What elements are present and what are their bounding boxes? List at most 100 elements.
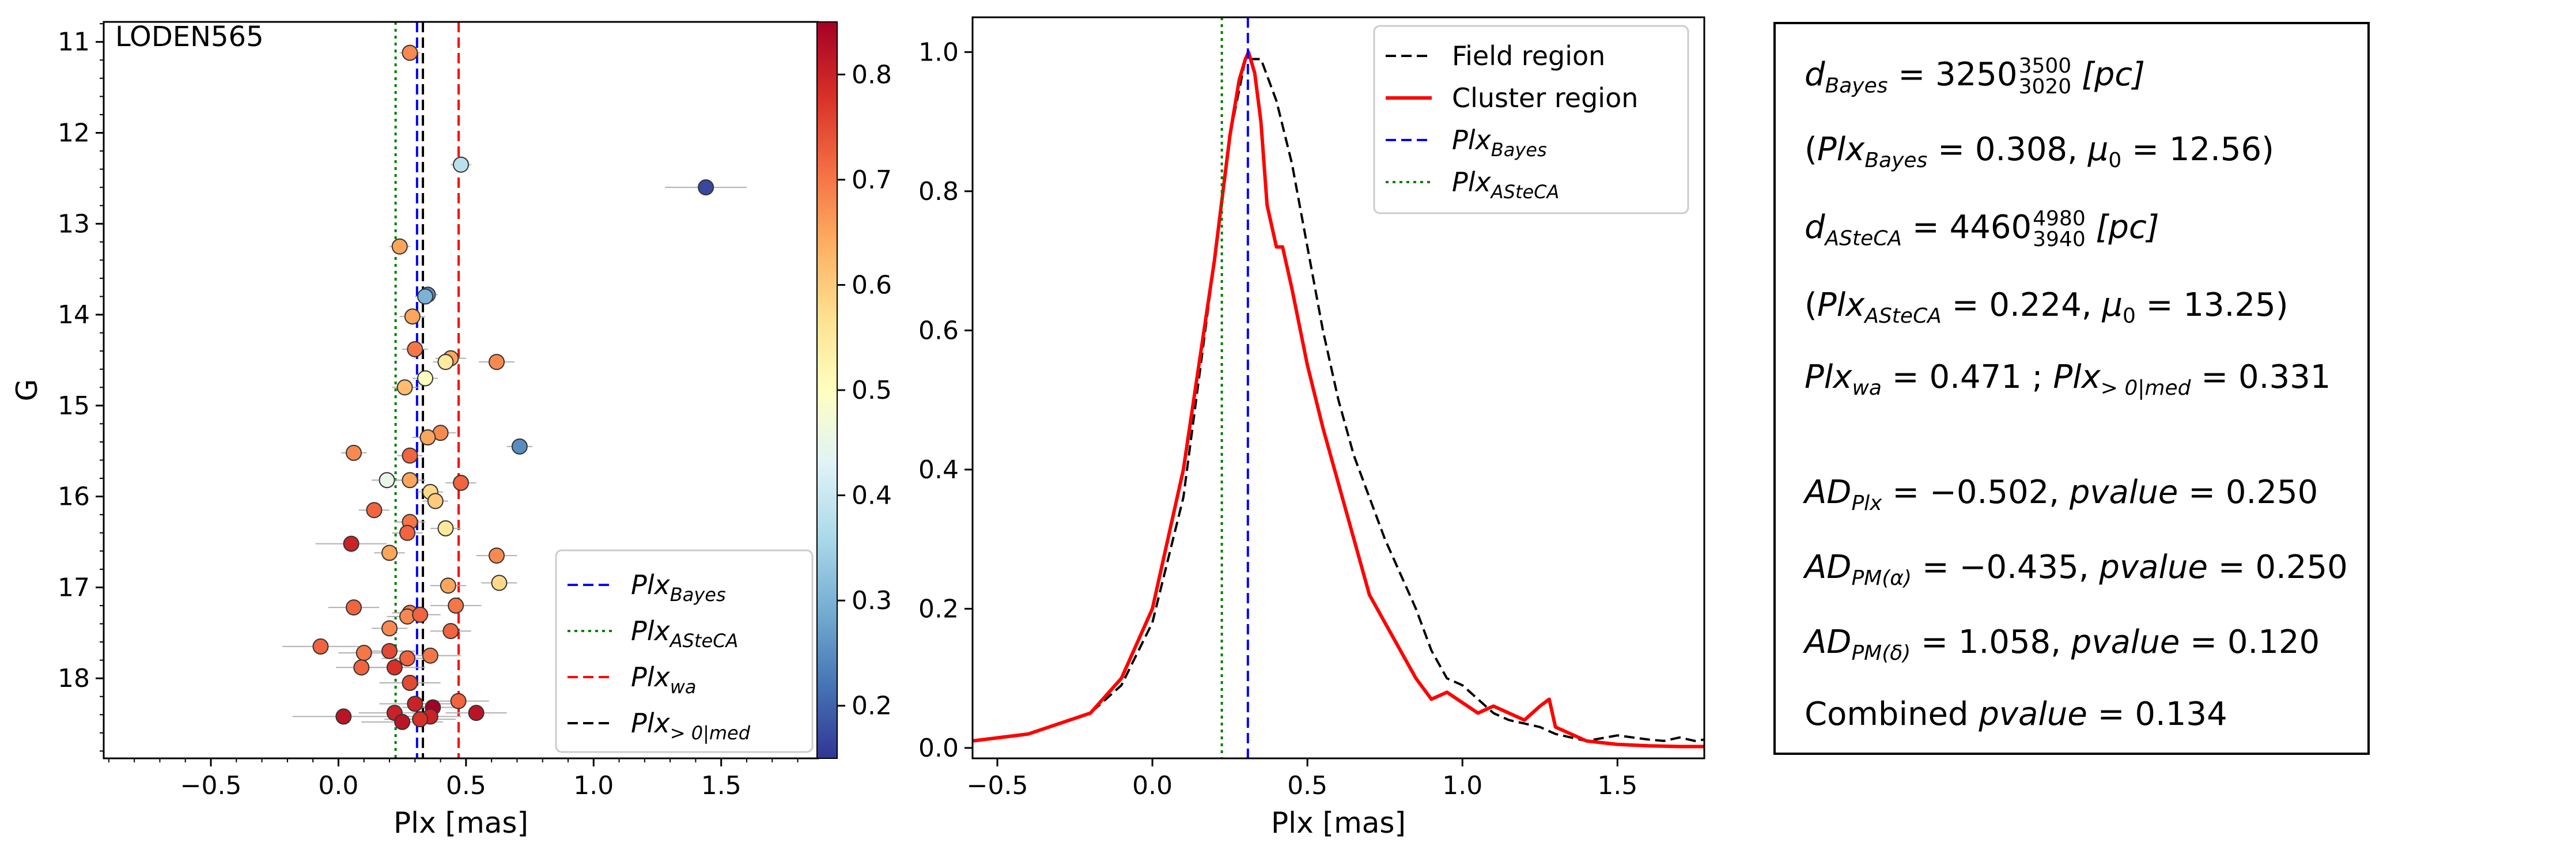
density-ticks: −0.5 0.0 0.5 1.0 1.5 0.0 0.2 0.4 0.6 0.8 1.0 xyxy=(918,37,1637,800)
cmd-star-point xyxy=(440,577,456,594)
colorbar-tick-label: 0.7 xyxy=(852,165,892,195)
density-y-tick-label: 0.2 xyxy=(918,594,959,624)
cmd-star-point xyxy=(343,535,360,552)
cmd-y-tick-label: 14 xyxy=(58,300,90,330)
cmd-ticks: −0.5 0.0 0.5 1.0 1.5 11 12 13 14 15 16 17 18 xyxy=(58,23,799,800)
cmd-star-point xyxy=(381,643,398,659)
cmd-data-layer xyxy=(282,22,747,758)
cmd-star-point xyxy=(437,354,454,371)
cmd-panel-label: LODEN565 xyxy=(115,21,264,53)
cmd-x-tick-label: 0.5 xyxy=(446,771,486,800)
cmd-star-point xyxy=(489,354,505,371)
cmd-star-point xyxy=(381,545,398,561)
density-y-tick-label: 0.0 xyxy=(918,734,959,763)
stat-d-bayes: dBayes = 3250 3500 3020 [pc] xyxy=(1805,54,2146,99)
cmd-star-point xyxy=(366,502,383,519)
cmd-x-tick-label: 0.0 xyxy=(318,771,358,800)
cmd-x-tick-label: −0.5 xyxy=(180,771,242,800)
cmd-star-point xyxy=(422,647,438,664)
cmd-y-tick-label: 17 xyxy=(58,573,90,602)
cmd-panel: −0.5 0.0 0.5 1.0 1.5 11 12 13 14 15 16 17 18 LODEN56… xyxy=(10,21,819,840)
density-x-tick-label: 0.5 xyxy=(1287,771,1327,800)
density-y-tick-label: 0.4 xyxy=(918,455,959,485)
stat-ad-pm-delta: ADPM(δ) = 1.058, pvalue = 0.120 xyxy=(1805,624,2320,666)
colorbar-tick-label: 0.4 xyxy=(852,481,892,511)
colorbar-tick-label: 0.2 xyxy=(852,691,892,721)
cmd-star-point xyxy=(489,547,505,564)
cmd-y-tick-label: 13 xyxy=(58,209,90,239)
stat-d-asteca: dASteCA = 4460 4980 3940 [pc] xyxy=(1805,207,2159,251)
cmd-star-point xyxy=(312,638,329,655)
stat-plx-asteca: (PlxASteCA = 0.224, μ0 = 13.25) xyxy=(1805,286,2288,328)
density-y-tick-label: 0.6 xyxy=(918,316,959,345)
density-panel: −0.5 0.0 0.5 1.0 1.5 0.0 0.2 0.4 0.6 0.8 1.0 Plx [… xyxy=(918,16,1705,840)
cmd-star-point xyxy=(448,597,464,614)
cmd-star-point xyxy=(453,156,469,173)
cmd-star-point xyxy=(417,370,433,387)
cmd-star-point xyxy=(355,644,372,661)
cmd-star-point xyxy=(399,524,415,541)
cmd-star-point xyxy=(404,308,421,325)
density-data-layer xyxy=(973,17,1704,758)
cmd-star-point xyxy=(402,675,418,691)
density-x-tick-label: −0.5 xyxy=(967,771,1028,800)
cmd-star-point xyxy=(450,693,467,709)
cmd-y-tick-label: 11 xyxy=(58,28,90,57)
colorbar-gradient xyxy=(816,21,838,759)
density-x-tick-label: 0.0 xyxy=(1132,771,1172,800)
cmd-star-point xyxy=(511,438,528,455)
cmd-x-axis-label: Plx [mas] xyxy=(394,806,528,840)
density-x-tick-label: 1.0 xyxy=(1442,771,1482,800)
cmd-star-point xyxy=(407,341,423,357)
cmd-star-point xyxy=(412,606,429,623)
cmd-star-point xyxy=(381,620,398,637)
colorbar-tick-label: 0.3 xyxy=(852,586,892,615)
cmd-star-point xyxy=(399,650,415,667)
cmd-star-point xyxy=(386,659,403,676)
density-axes-frame xyxy=(971,16,1705,759)
cmd-x-tick-label: 1.5 xyxy=(701,771,742,800)
cmd-star-point xyxy=(335,708,352,725)
cmd-star-point xyxy=(394,713,411,730)
density-legend-box xyxy=(1373,25,1689,214)
colorbar-tick-label: 0.5 xyxy=(852,376,892,405)
colorbar: 0.2 0.3 0.4 0.5 0.6 0.7 0.8 xyxy=(816,21,892,759)
cmd-star-point xyxy=(402,472,418,489)
density-legend-label: Field region xyxy=(1452,40,1605,71)
stat-ad-plx: ADPlx = −0.502, pvalue = 0.250 xyxy=(1805,474,2318,516)
cmd-star-point xyxy=(346,599,362,616)
cmd-star-point xyxy=(698,179,714,196)
cmd-star-point xyxy=(417,288,433,305)
cmd-star-point xyxy=(407,696,423,712)
cmd-star-point xyxy=(453,474,469,491)
cmd-star-point xyxy=(402,447,418,464)
cmd-star-point xyxy=(379,472,395,489)
colorbar-tick-label: 0.8 xyxy=(852,60,892,89)
cmd-star-point xyxy=(396,379,413,396)
density-series-cluster-region xyxy=(973,50,1704,749)
cmd-y-tick-label: 18 xyxy=(58,664,90,693)
colorbar-tick-label: 0.6 xyxy=(852,270,892,300)
stat-ad-pm-alpha: ADPM(α) = −0.435, pvalue = 0.250 xyxy=(1805,549,2348,591)
cmd-y-tick-label: 16 xyxy=(58,482,90,512)
cmd-star-point xyxy=(419,429,436,446)
cmd-star-point xyxy=(427,493,444,509)
cmd-x-tick-label: 1.0 xyxy=(573,771,614,800)
cmd-star-point xyxy=(491,575,508,591)
density-legend-label: Cluster region xyxy=(1452,82,1638,114)
density-y-tick-label: 0.8 xyxy=(918,177,959,206)
cmd-star-point xyxy=(391,238,408,255)
stat-plx-wa: Plxwa = 0.471 ; Plx> 0|med = 0.331 xyxy=(1805,358,2331,400)
cmd-star-point xyxy=(412,711,429,728)
stat-combined: Combined pvalue = 0.134 xyxy=(1805,696,2227,733)
density-x-axis-label: Plx [mas] xyxy=(1271,806,1406,840)
cmd-star-point xyxy=(442,623,459,640)
cmd-y-tick-label: 12 xyxy=(58,118,90,148)
stats-box: dBayes = 3250 3500 3020 [pc] (PlxBayes = 0… xyxy=(1773,22,2370,755)
cmd-y-tick-label: 15 xyxy=(58,391,90,421)
cmd-legend-label: Plxwa xyxy=(631,662,697,698)
cmd-y-axis-label: G xyxy=(10,379,44,402)
